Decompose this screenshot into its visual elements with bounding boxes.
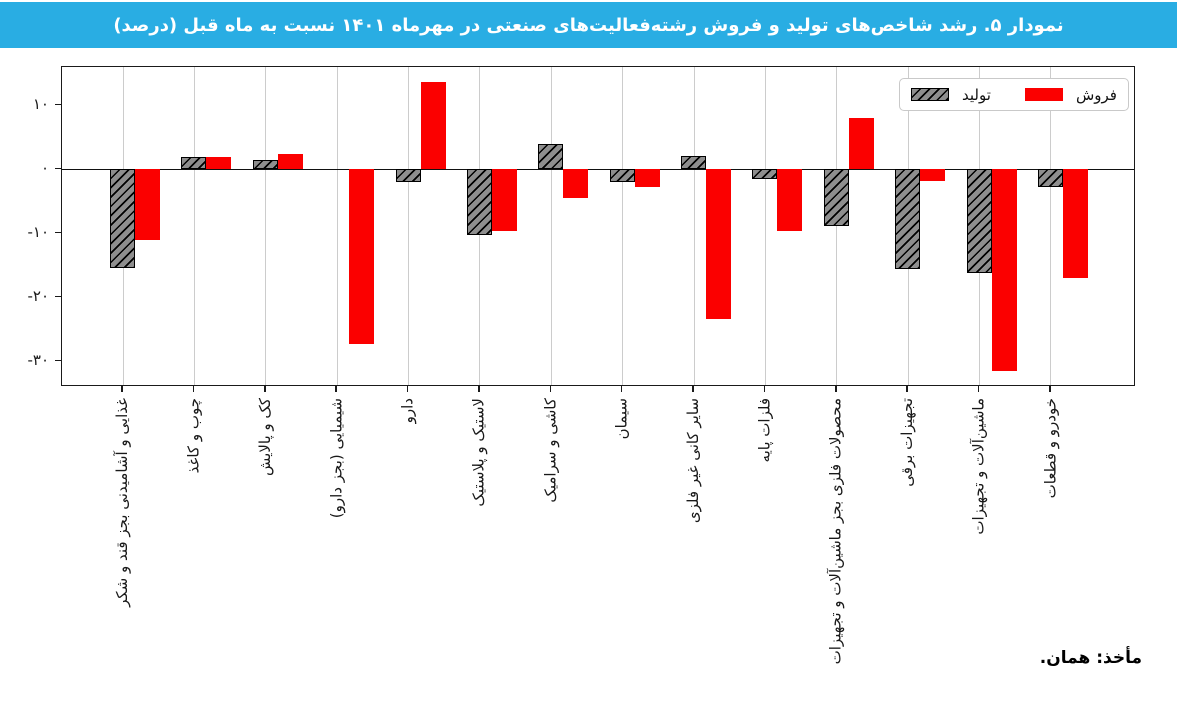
sales-bar-3 — [349, 169, 375, 345]
gridline-13 — [1050, 67, 1052, 385]
x-label-text-6: کاشی و سرامیک — [541, 398, 560, 503]
x-tick-7 — [620, 386, 623, 392]
sales-bar-2 — [277, 154, 303, 170]
y-tick-label-4: -۳۰ — [27, 351, 49, 370]
sales-bar-11 — [920, 169, 946, 181]
x-label-text-0: غذایی و آشامیدنی بجز قند و شکر — [113, 398, 131, 607]
gridline-3 — [336, 67, 338, 385]
y-tick-label-3: -۲۰ — [27, 287, 49, 306]
production-swatch-icon — [911, 88, 950, 101]
y-tick-1 — [55, 167, 61, 170]
x-tick-6 — [549, 386, 552, 392]
gridline-7 — [622, 67, 624, 385]
chart-title: نمودار ۵. رشد شاخص‌های تولید و فروش رشته… — [113, 14, 1064, 36]
production-bar-9 — [752, 169, 778, 179]
x-tick-2 — [264, 386, 266, 392]
production-bar-5 — [466, 169, 492, 236]
plot-area — [61, 66, 1135, 386]
production-bar-0 — [110, 169, 135, 268]
gridline-1 — [193, 67, 195, 385]
x-tick-4 — [406, 386, 409, 392]
x-tick-10 — [835, 386, 837, 392]
x-label-text-9: فلزات پایه — [755, 398, 774, 463]
legend-entry-sales: فروش — [1024, 85, 1117, 104]
x-label-text-3: شیمیایی (بجز دارو) — [327, 398, 346, 519]
chart-title-bar: نمودار ۵. رشد شاخص‌های تولید و فروش رشته… — [0, 2, 1177, 48]
x-label-text-4: دارو — [398, 398, 417, 424]
y-tick-4 — [55, 359, 61, 362]
gridline-8 — [693, 67, 695, 385]
x-tick-9 — [763, 386, 766, 392]
x-tick-0 — [121, 386, 123, 392]
sales-bar-1 — [206, 157, 232, 170]
x-label-text-5: لاستیک و پلاستیک — [469, 398, 488, 507]
x-label-text-2: کک و پالایش — [255, 398, 274, 476]
x-tick-8 — [692, 386, 694, 392]
y-tick-2 — [55, 231, 61, 234]
sales-bar-6 — [563, 169, 589, 199]
x-label-text-13: خودرو و قطعات — [1040, 398, 1059, 499]
source-note: مأخذ: همان. — [1039, 648, 1142, 668]
production-bar-13 — [1037, 169, 1063, 187]
production-bar-8 — [681, 155, 707, 170]
x-tick-3 — [335, 386, 337, 392]
legend-entry-production: تولید — [911, 86, 991, 104]
sales-bar-9 — [777, 169, 803, 231]
x-label-text-7: سیمان — [612, 398, 631, 440]
legend: تولید فروش — [899, 78, 1129, 111]
production-bar-12 — [966, 169, 992, 274]
production-bar-11 — [895, 169, 921, 270]
x-tick-13 — [1049, 386, 1051, 392]
production-bar-1 — [181, 156, 207, 170]
y-tick-0 — [55, 103, 61, 106]
x-label-text-8: سایر کانی غیر فلزی — [684, 398, 703, 524]
sales-bar-0 — [135, 169, 160, 240]
sales-bar-8 — [706, 169, 732, 319]
gridline-6 — [550, 67, 552, 385]
production-bar-6 — [538, 144, 564, 170]
x-label-text-12: ماشین‌آلات و تجهیزات — [969, 398, 988, 535]
gridline-2 — [265, 67, 267, 385]
x-label-text-1: چوب و کاغذ — [184, 398, 203, 474]
legend-label-sales: فروش — [1075, 85, 1117, 104]
sales-swatch-icon — [1024, 88, 1063, 101]
sales-bar-13 — [1062, 169, 1088, 279]
production-bar-10 — [823, 169, 849, 227]
x-tick-11 — [906, 386, 908, 392]
gridline-9 — [764, 67, 766, 385]
x-label-text-11: تجهیزات برقی — [898, 398, 917, 487]
gridline-4 — [408, 67, 410, 385]
x-tick-5 — [478, 386, 480, 392]
y-tick-label-1: ۰ — [40, 159, 49, 178]
y-tick-label-0: ۱۰ — [32, 95, 49, 114]
x-tick-1 — [192, 386, 195, 392]
x-tick-12 — [977, 386, 980, 392]
sales-bar-7 — [634, 169, 660, 187]
sales-bar-12 — [991, 169, 1017, 371]
sales-bar-10 — [848, 117, 874, 170]
production-bar-7 — [609, 169, 635, 182]
x-label-text-10: محصولات فلزی بجز ماشین‌آلات و تجهیزات — [826, 398, 845, 665]
y-tick-label-2: -۱۰ — [27, 223, 49, 242]
production-bar-2 — [252, 159, 278, 170]
sales-bar-4 — [420, 82, 446, 170]
zero-line — [62, 168, 1134, 171]
legend-label-production: تولید — [962, 85, 991, 104]
production-bar-4 — [395, 169, 421, 182]
sales-bar-5 — [491, 169, 517, 232]
y-tick-3 — [55, 295, 61, 298]
